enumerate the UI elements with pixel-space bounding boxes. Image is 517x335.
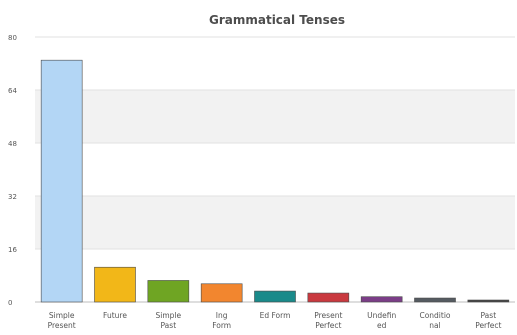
y-tick-label: 0 — [8, 299, 12, 307]
bar — [414, 297, 456, 303]
x-tick-label: Ed Form — [260, 311, 291, 320]
grid-band — [35, 90, 515, 143]
bar — [200, 283, 243, 303]
x-tick-label: Past — [161, 321, 177, 330]
y-tick-label: 64 — [8, 87, 17, 95]
bar — [360, 296, 403, 303]
grid-bands — [35, 36, 515, 303]
x-tick-label: Perfect — [315, 321, 341, 330]
x-tick-label: Conditio — [419, 311, 450, 320]
x-tick-label: Simple — [49, 311, 75, 320]
x-tick-label: ed — [377, 321, 387, 330]
x-tick-label: Present — [48, 321, 76, 330]
x-tick-label: Present — [314, 311, 342, 320]
x-tick-label: Perfect — [475, 321, 501, 330]
bar — [254, 290, 296, 303]
x-tick-label: nal — [429, 321, 440, 330]
bar — [467, 299, 510, 303]
bar — [307, 292, 350, 303]
y-axis: 0 16 32 48 64 80 — [8, 34, 17, 307]
y-tick-label: 80 — [8, 34, 17, 42]
x-tick-label: Simple — [156, 311, 182, 320]
x-tick-label: Future — [103, 311, 127, 320]
chart-title: Grammatical Tenses — [209, 13, 345, 27]
bars — [40, 59, 510, 303]
bar — [94, 266, 136, 303]
bar — [40, 59, 83, 303]
bar — [147, 280, 190, 303]
y-tick-label: 48 — [8, 140, 17, 148]
grid-band — [35, 196, 515, 249]
x-tick-label: Past — [481, 311, 497, 320]
y-tick-label: 16 — [8, 246, 17, 254]
x-tick-label: Undefin — [367, 311, 396, 320]
y-tick-label: 32 — [8, 193, 17, 201]
x-tick-label: Form — [212, 321, 231, 330]
x-tick-label: Ing — [216, 311, 228, 320]
